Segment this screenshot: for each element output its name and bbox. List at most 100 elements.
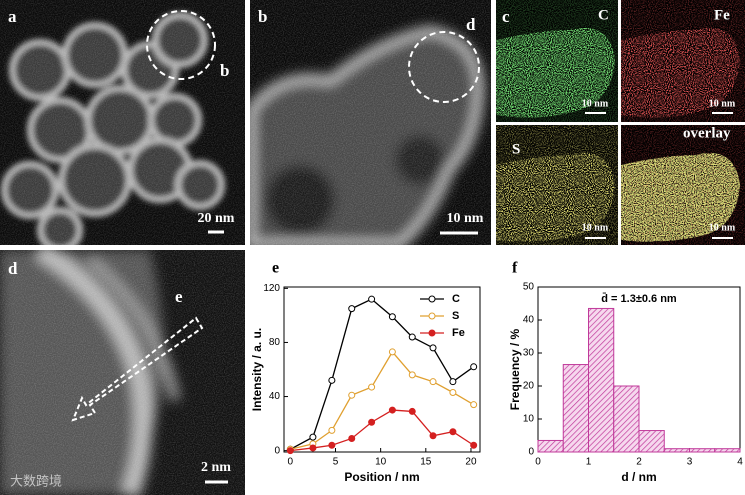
x-tick-label: 0 (535, 457, 541, 468)
x-tick-label: 5 (333, 457, 339, 468)
series-line (290, 409, 475, 452)
scale-bar-label: 10 nm (582, 98, 609, 109)
map-overlay: overlay 10 nm (621, 125, 745, 245)
y-tick-label: 10 (523, 414, 535, 425)
bar (689, 448, 716, 453)
map-fe: Fe 10 nm (621, 0, 745, 122)
y-tick-label: 40 (523, 315, 535, 326)
data-point (449, 428, 457, 436)
x-tick-label: 3 (687, 457, 693, 468)
series-line (290, 298, 475, 450)
x-tick-label: 10 (375, 457, 387, 468)
y-tick-label: 80 (269, 337, 281, 348)
eds-maps: C 10 nm Fe 10 nm S 10 nm overlay 10 nm (496, 0, 745, 245)
annotation: d̄ = 1.3±0.6 nm (601, 293, 677, 305)
scale-bar-label: 10 nm (709, 222, 736, 233)
map-s: S 10 nm (496, 125, 618, 245)
data-point (286, 447, 294, 455)
data-point (348, 305, 356, 313)
x-axis-label: d / nm (621, 470, 656, 484)
annotation: b (220, 61, 229, 80)
x-tick-label: 4 (737, 457, 743, 468)
legend-marker (428, 312, 436, 320)
data-point (408, 333, 416, 341)
legend-marker (428, 329, 436, 337)
panel-label: e (272, 260, 279, 277)
data-point (368, 383, 376, 391)
y-tick-label: 0 (274, 445, 280, 456)
x-tick-label: 15 (420, 457, 432, 468)
bar (588, 307, 615, 453)
data-point (408, 407, 416, 415)
data-point (309, 433, 317, 441)
element-label: C (598, 7, 609, 23)
annotation: d (466, 15, 476, 34)
y-tick-label: 20 (523, 381, 535, 392)
tem-image-b: b d 10 nm (250, 0, 491, 245)
panel-label: a (8, 7, 17, 26)
scale-bar-label: 10 nm (447, 211, 484, 226)
legend-label: C (452, 293, 460, 305)
panel-label: f (512, 260, 518, 277)
x-tick-label: 2 (636, 457, 642, 468)
data-point (470, 401, 478, 409)
x-tick-label: 0 (288, 457, 294, 468)
data-point (368, 418, 376, 426)
data-point (470, 441, 478, 449)
bar (537, 439, 564, 453)
panel-label: d (8, 259, 18, 278)
plot-frame (283, 286, 481, 453)
y-axis-label: Intensity / a. u. (250, 328, 264, 411)
panel-label: c (502, 7, 510, 26)
data-point (388, 348, 396, 356)
bar (562, 364, 589, 453)
panel-label: b (258, 7, 267, 26)
legend-label: S (452, 310, 459, 322)
data-point (470, 363, 478, 371)
bar (714, 448, 741, 453)
bar (638, 430, 665, 453)
y-tick-label: 40 (269, 391, 281, 402)
scale-bar-label: 20 nm (198, 211, 235, 226)
data-point (309, 444, 317, 452)
annotation: e (175, 287, 183, 306)
element-label: Fe (714, 7, 730, 23)
map-c: C 10 nm (496, 0, 618, 122)
legend-marker (428, 295, 436, 303)
legend-label: Fe (452, 327, 465, 339)
data-point (408, 371, 416, 379)
y-tick-label: 50 (523, 282, 535, 293)
watermark: 大数跨境 (10, 473, 62, 488)
data-point (449, 378, 457, 386)
tem-image-d: d e 2 nm 大数跨境 (0, 250, 245, 495)
bar (663, 448, 690, 453)
x-axis-label: Position / nm (344, 470, 419, 484)
tem-image-a: a b 20 nm (0, 0, 245, 245)
data-point (388, 313, 396, 321)
data-point (368, 295, 376, 303)
y-tick-label: 30 (523, 348, 535, 359)
y-tick-label: 120 (263, 283, 280, 294)
data-point (449, 388, 457, 396)
data-point (328, 441, 336, 449)
data-point (429, 432, 437, 440)
data-point (328, 376, 336, 384)
scale-bar-label: 2 nm (201, 460, 231, 475)
y-tick-label: 0 (528, 447, 534, 458)
chart: 0 5 10 15 20 0 40 80 120 Position / nm Intensity /… (250, 260, 481, 484)
scale-bar-label: 10 nm (709, 98, 736, 109)
data-point (348, 434, 356, 442)
scale-bar-label: 10 nm (582, 222, 609, 233)
data-point (348, 391, 356, 399)
x-tick-label: 1 (586, 457, 592, 468)
y-axis-label: Frequency / % (508, 328, 522, 410)
x-tick-label: 20 (465, 457, 477, 468)
data-point (328, 426, 336, 434)
data-point (429, 378, 437, 386)
data-point (388, 406, 396, 414)
bar (613, 385, 640, 453)
element-label: overlay (683, 125, 731, 141)
element-label: S (512, 141, 520, 157)
